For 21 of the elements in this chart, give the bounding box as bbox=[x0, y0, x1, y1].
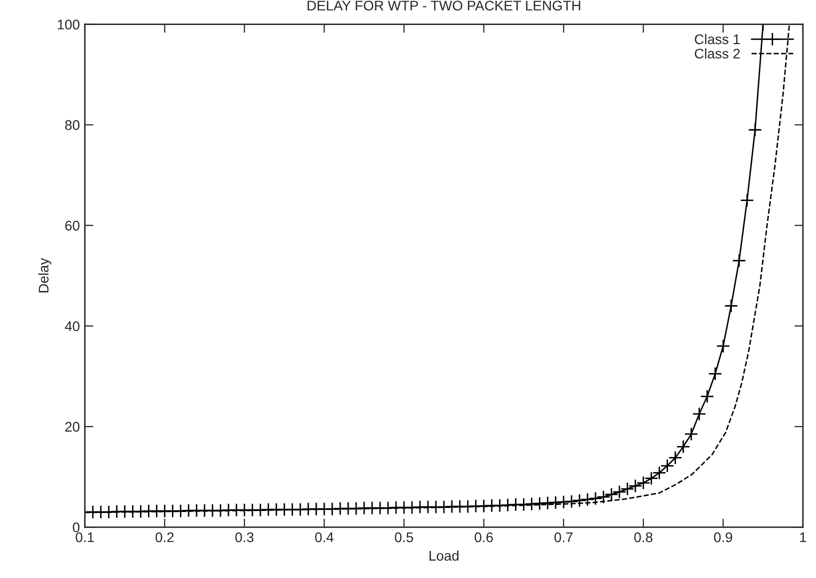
x-tick-label: 0.3 bbox=[235, 532, 254, 542]
x-tick-label: 0.8 bbox=[634, 532, 652, 542]
x-tick-label: 0.7 bbox=[554, 532, 573, 542]
chart-title: DELAY FOR WTP - TWO PACKET LENGTH bbox=[308, 0, 580, 11]
x-tick-label: 0.6 bbox=[474, 532, 493, 542]
x-tick-label: 0.4 bbox=[315, 532, 334, 542]
x-tick-label: 0.2 bbox=[156, 532, 174, 542]
y-tick-label: 60 bbox=[65, 220, 80, 231]
y-axis-title: Delay bbox=[38, 258, 52, 292]
y-tick-label: 0 bbox=[72, 522, 80, 532]
y-tick-label: 100 bbox=[58, 20, 80, 30]
y-tick-label: 40 bbox=[64, 321, 80, 332]
y-tick-label: 20 bbox=[65, 422, 80, 432]
y-tick-label: 80 bbox=[65, 120, 80, 130]
legend-label: Class 1 bbox=[694, 34, 740, 44]
x-tick-label: 0.5 bbox=[394, 532, 414, 542]
x-tick-label: 1 bbox=[800, 532, 806, 542]
legend-label: Class 2 bbox=[694, 48, 740, 59]
x-axis-title: Load bbox=[430, 550, 458, 561]
x-tick-label: 0.9 bbox=[714, 532, 732, 542]
x-tick-label: 0.1 bbox=[76, 532, 94, 542]
